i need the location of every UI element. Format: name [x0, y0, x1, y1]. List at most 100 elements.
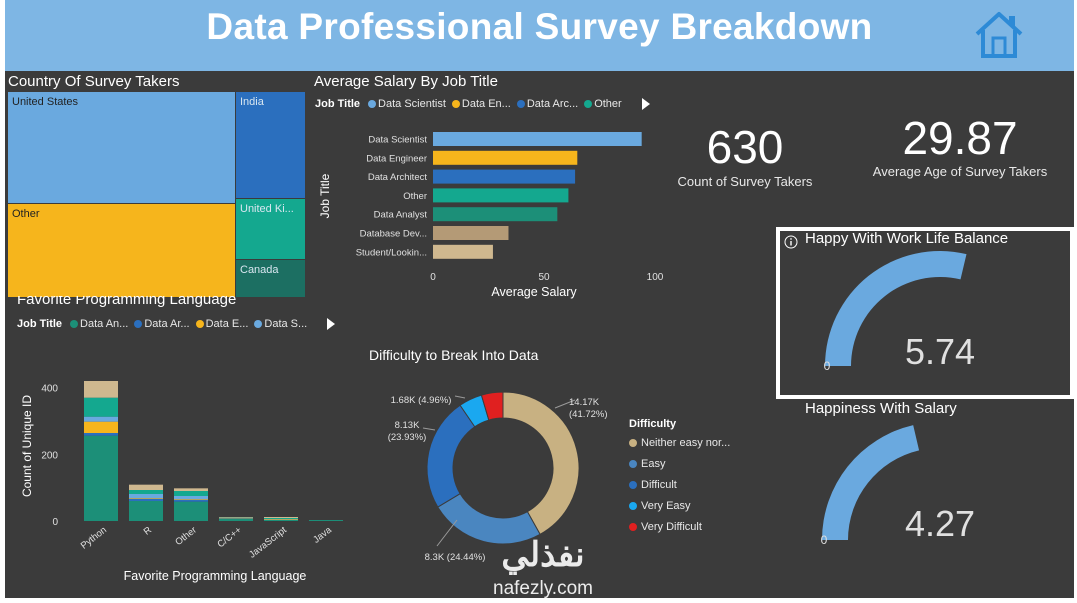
salary-bar[interactable] [433, 245, 493, 259]
language-bar-segment[interactable] [264, 520, 298, 521]
language-bar-segment[interactable] [264, 518, 298, 519]
salary-bar[interactable] [433, 132, 642, 146]
watermark-latin: nafezly.com [493, 578, 593, 598]
language-tick-label: 200 [41, 450, 58, 461]
legend-item[interactable]: Data S... [254, 318, 307, 330]
donut-slice[interactable] [503, 392, 579, 534]
treemap-tile[interactable]: Canada [236, 260, 306, 298]
watermark-arabic: نفذلي [501, 536, 584, 575]
language-bar-segment[interactable] [219, 519, 253, 521]
count-value: 630 [645, 120, 845, 174]
salary-gauge: 4.27010 [800, 420, 1070, 570]
salary-bar[interactable] [433, 207, 557, 221]
legend-label: Other [594, 98, 622, 110]
language-bar-segment[interactable] [264, 519, 298, 520]
language-bar-segment[interactable] [264, 517, 298, 518]
language-bar-segment[interactable] [84, 433, 118, 436]
difficulty-legend: Difficulty Neither easy nor... Easy Diffic… [629, 416, 730, 537]
salary-category-label: Data Architect [368, 172, 427, 183]
salary-tick-label: 0 [430, 272, 436, 283]
salary-category-label: Other [403, 191, 427, 202]
language-bar-segment[interactable] [309, 520, 343, 521]
salary-bar[interactable] [433, 226, 508, 240]
language-bar-segment[interactable] [84, 417, 118, 422]
language-bar-segment[interactable] [219, 517, 253, 518]
legend-dot [254, 320, 262, 328]
language-category-label: Java [311, 524, 334, 545]
legend-label: Data S... [264, 318, 307, 330]
legend-dot [629, 502, 637, 510]
difficulty-legend-item[interactable]: Easy [629, 453, 730, 474]
difficulty-legend-item[interactable]: Difficult [629, 474, 730, 495]
legend-dot [70, 320, 78, 328]
treemap-tile[interactable]: India [236, 92, 306, 199]
language-bar-segment[interactable] [129, 485, 163, 490]
language-bar-segment[interactable] [129, 498, 163, 499]
language-bar-segment[interactable] [174, 496, 208, 499]
language-bar-segment[interactable] [129, 501, 163, 521]
treemap-tile[interactable]: United States [8, 92, 236, 204]
legend-item[interactable]: Other [584, 98, 622, 110]
country-title: Country Of Survey Takers [8, 73, 179, 90]
donut-slice[interactable] [427, 405, 475, 507]
language-bar-segment[interactable] [174, 500, 208, 502]
language-bar-segment[interactable] [174, 499, 208, 500]
language-legend: Job Title Data An... Data Ar... Data E... Da… [17, 318, 335, 330]
salary-ylabel: Job Title [318, 173, 332, 218]
legend-item[interactable]: Data An... [70, 318, 128, 330]
difficulty-legend-item[interactable]: Very Easy [629, 495, 730, 516]
donut-data-label: 8.13K [395, 420, 420, 431]
language-bar-segment[interactable] [129, 499, 163, 501]
treemap-tile[interactable]: Other [8, 204, 236, 298]
gauge-min-label: 0 [821, 533, 828, 547]
legend-item[interactable]: Data Arc... [517, 98, 578, 110]
donut-data-label: (41.72%) [569, 409, 608, 420]
legend-item[interactable]: Data Scientist [368, 98, 446, 110]
treemap-tile-label: India [240, 96, 264, 108]
work-life-title: Happy With Work Life Balance [805, 230, 1008, 247]
language-bar-segment[interactable] [174, 491, 208, 496]
difficulty-legend-item[interactable]: Very Difficult [629, 516, 730, 537]
treemap-tile[interactable]: United Ki... [236, 199, 306, 260]
legend-next-arrow-icon[interactable] [642, 98, 650, 110]
info-icon[interactable] [784, 235, 800, 251]
legend-label: Data An... [80, 318, 128, 330]
watermark-logo: نفذلي nafezly.com [473, 532, 613, 598]
salary-bar[interactable] [433, 188, 568, 202]
legend-item[interactable]: Data E... [196, 318, 249, 330]
language-bar-segment[interactable] [129, 494, 163, 498]
legend-dot [134, 320, 142, 328]
language-bar-segment[interactable] [174, 502, 208, 521]
legend-item[interactable]: Data Ar... [134, 318, 189, 330]
salary-legend: Job Title Data Scientist Data En... Data Ar… [315, 98, 650, 110]
language-bar-segment[interactable] [84, 436, 118, 521]
salary-title: Average Salary By Job Title [314, 73, 498, 90]
legend-title: Job Title [315, 98, 360, 110]
home-icon[interactable] [973, 10, 1025, 60]
language-bar-segment[interactable] [84, 381, 118, 398]
language-bar-segment[interactable] [129, 490, 163, 494]
language-bar-segment[interactable] [84, 398, 118, 417]
salary-tick-label: 50 [538, 272, 550, 283]
gauge-value: 4.27 [905, 503, 975, 544]
dashboard: Data Professional Survey Breakdown Count… [5, 0, 1074, 598]
legend-item[interactable]: Data En... [452, 98, 511, 110]
legend-label: Data E... [206, 318, 249, 330]
language-bar-segment[interactable] [174, 488, 208, 491]
salary-category-label: Student/Lookin... [356, 247, 427, 258]
salary-bar[interactable] [433, 170, 575, 184]
language-bar-segment[interactable] [84, 422, 118, 433]
salary-bar[interactable] [433, 151, 577, 165]
legend-title: Job Title [17, 318, 62, 330]
language-category-label: Other [173, 525, 198, 548]
difficulty-legend-title: Difficulty [629, 418, 676, 430]
age-value: 29.87 [855, 111, 1065, 165]
difficulty-title: Difficulty to Break Into Data [369, 347, 538, 363]
language-ylabel: Count of Unique ID [20, 395, 34, 497]
legend-label: Easy [641, 458, 665, 470]
legend-dot [584, 100, 592, 108]
legend-next-arrow-icon[interactable] [327, 318, 335, 330]
difficulty-legend-item[interactable]: Neither easy nor... [629, 432, 730, 453]
legend-label: Difficult [641, 479, 677, 491]
legend-dot [629, 481, 637, 489]
